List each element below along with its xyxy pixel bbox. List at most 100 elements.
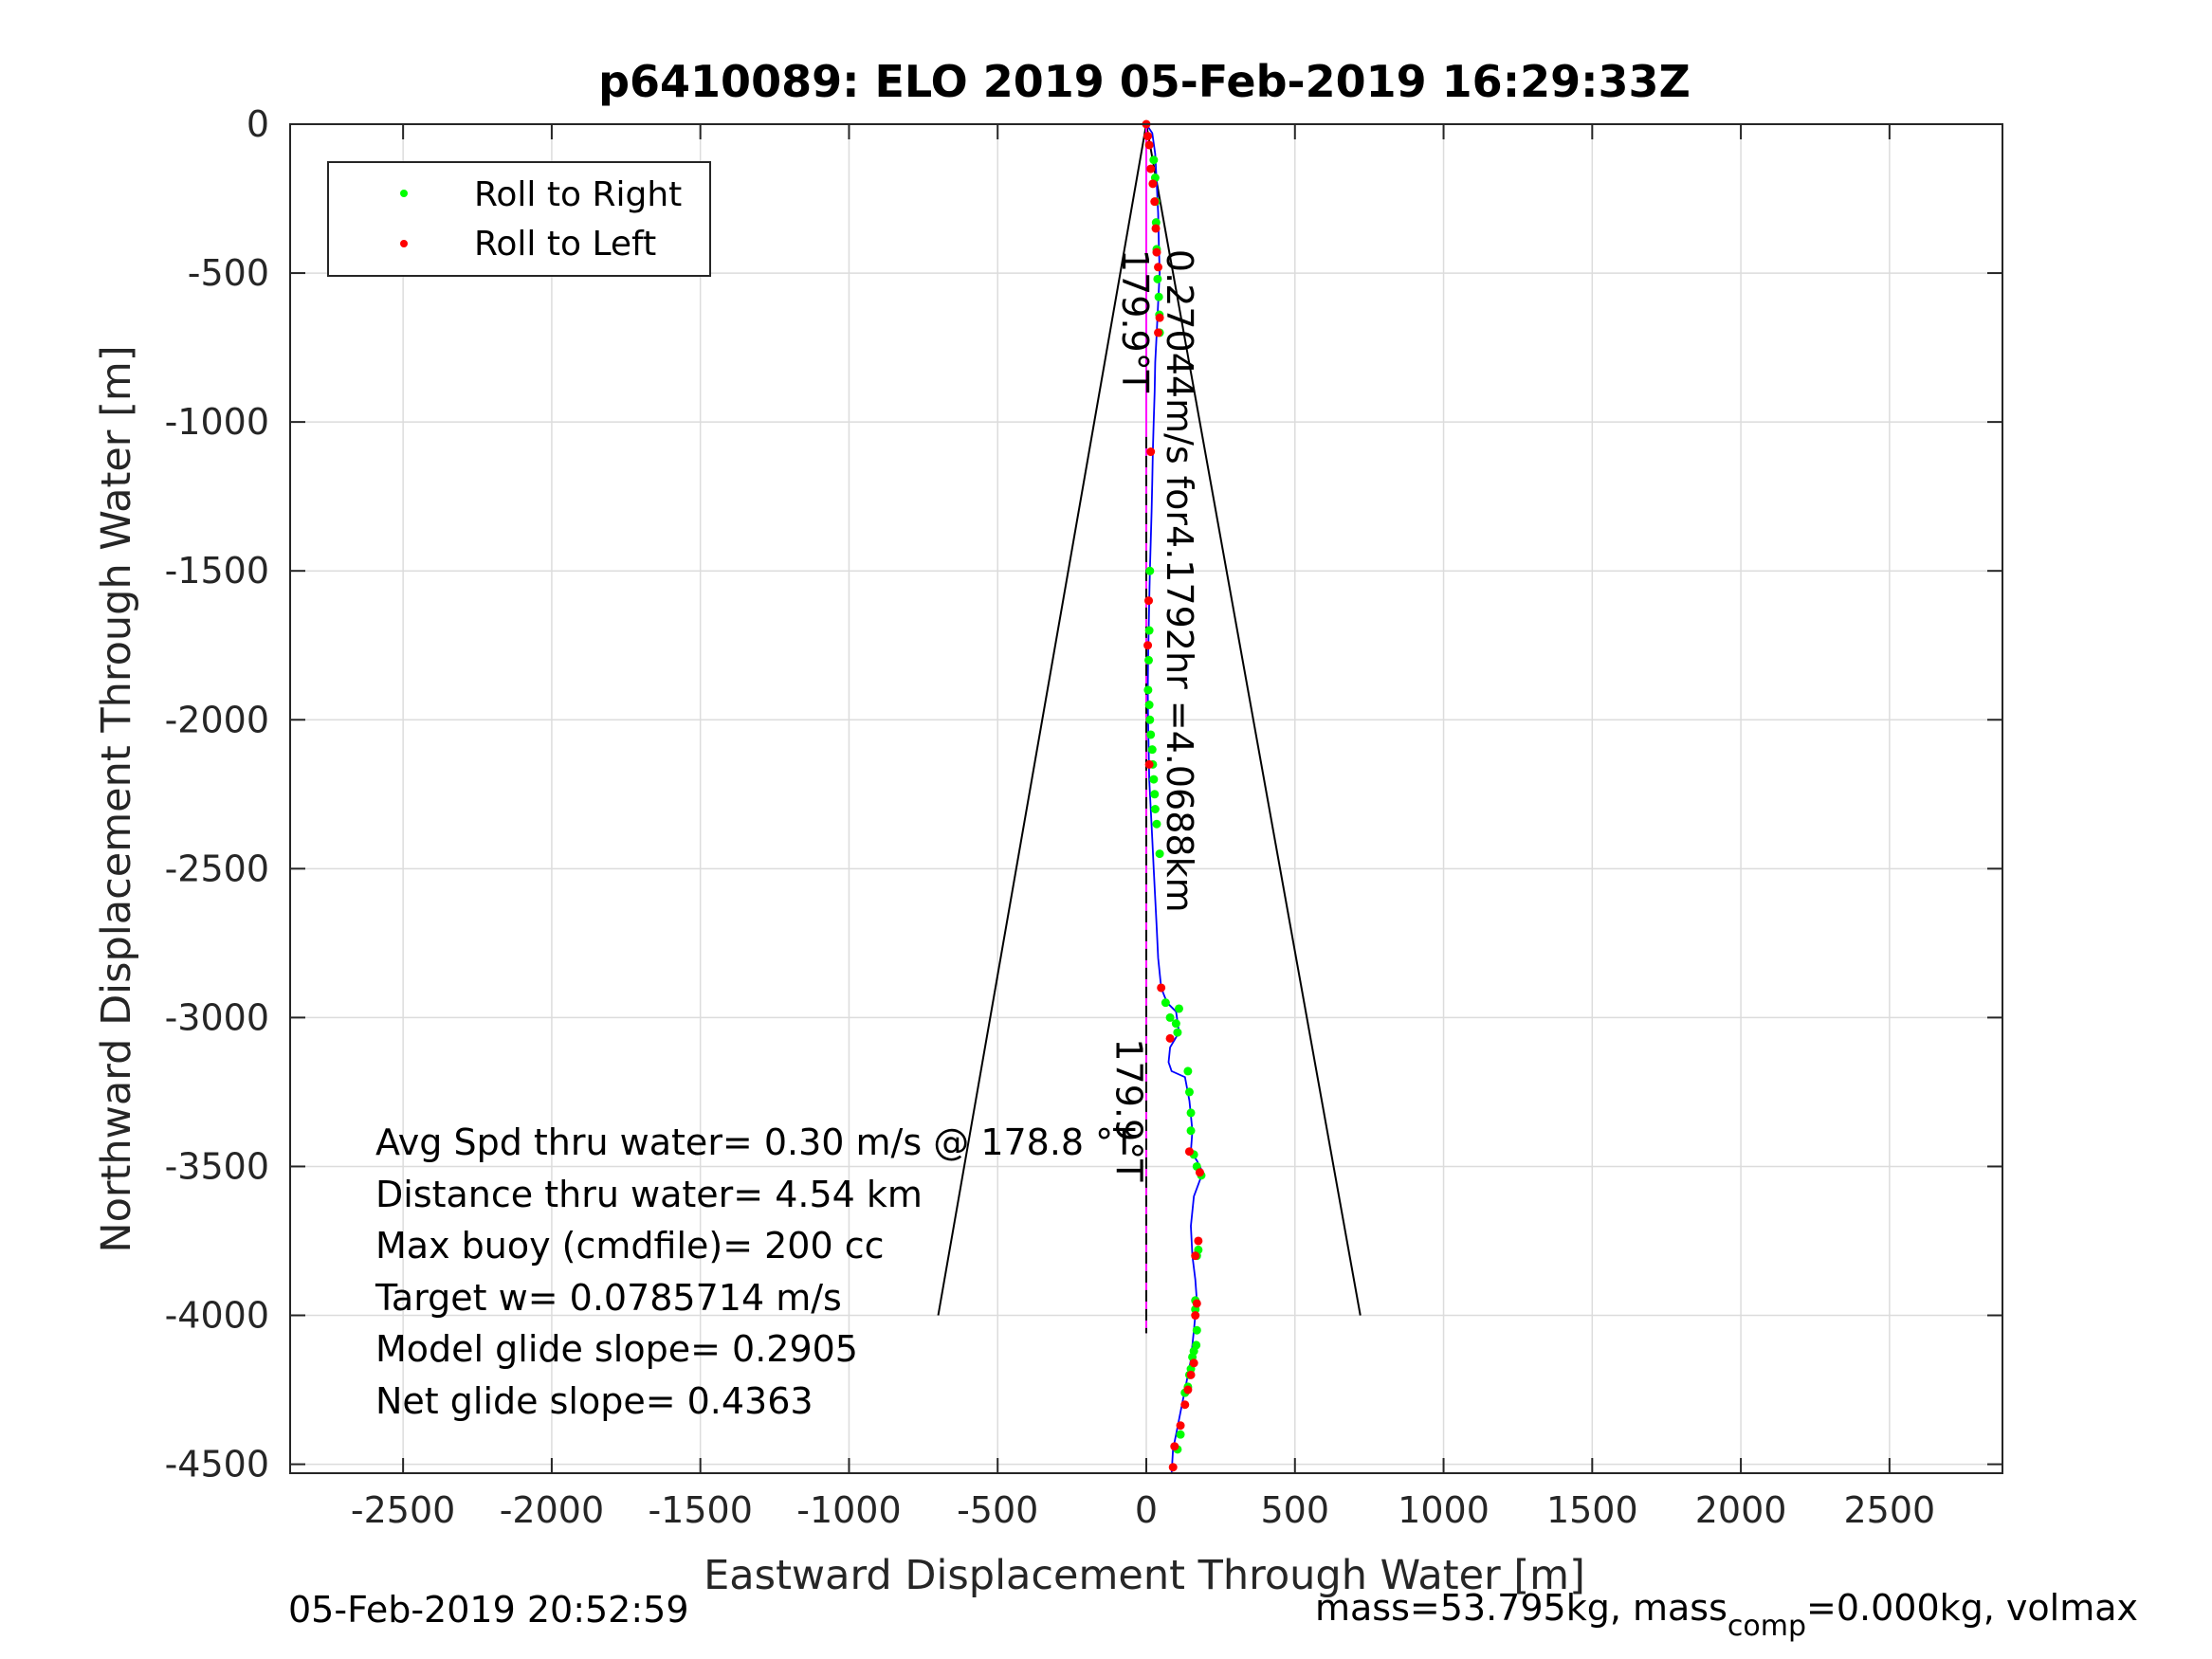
stats-net-glide: Net glide slope= 0.4363 — [375, 1380, 814, 1422]
y-tick-label: -4000 — [165, 1295, 269, 1337]
roll-right-point — [1176, 1430, 1185, 1439]
roll-left-point — [1183, 1385, 1193, 1395]
roll-left-point — [1192, 1299, 1201, 1308]
roll-right-point — [1150, 790, 1160, 799]
track-annotation: 0.27044m/s for4.1792hr =4.0688km — [1159, 249, 1200, 913]
x-tick-label: 0 — [1135, 1489, 1158, 1531]
roll-right-point — [1161, 998, 1170, 1008]
legend-box — [327, 161, 711, 277]
legend-label-roll-right: Roll to Right — [474, 175, 682, 214]
roll-right-point — [1145, 566, 1155, 575]
footer-timestamp: 05-Feb-2019 20:52:59 — [288, 1589, 689, 1631]
roll-right-point — [1173, 1028, 1182, 1037]
roll-right-point — [1165, 1012, 1175, 1022]
roll-left-point — [1191, 1311, 1200, 1321]
y-tick-label: -4500 — [165, 1444, 269, 1486]
roll-left-point — [1176, 1421, 1185, 1431]
footer-mass: mass=53.795kg, masscomp=0.000kg, volmax — [1315, 1587, 2138, 1643]
roll-left-point — [1155, 313, 1164, 322]
y-tick-label: -500 — [188, 252, 269, 294]
roll-right-point — [1171, 1019, 1180, 1029]
roll-left-point — [1195, 1168, 1204, 1177]
x-tick-label: 2500 — [1843, 1489, 1935, 1531]
roll-right-point — [1145, 715, 1155, 724]
track-annotations: 179.9°T 0.27044m/s for4.1792hr =4.0688km1… — [1108, 249, 1200, 1182]
roll-right-point — [1144, 701, 1154, 710]
roll-left-point — [1170, 1442, 1179, 1451]
y-tick-label: -3000 — [165, 996, 269, 1038]
x-tick-label: -500 — [957, 1489, 1038, 1531]
x-tick-label: 1500 — [1546, 1489, 1638, 1531]
stats-max-buoy: Max buoy (cmdfile)= 200 cc — [375, 1225, 885, 1267]
track-annotation: 179.9°T — [1114, 249, 1156, 393]
x-tick-label: -1000 — [796, 1489, 901, 1531]
roll-left-point — [1165, 1033, 1175, 1043]
roll-right-point — [1143, 685, 1153, 695]
roll-left-point — [1186, 1370, 1196, 1379]
x-tick-label: -2000 — [500, 1489, 604, 1531]
legend-marker-roll-right — [400, 190, 408, 197]
roll-left-point — [1143, 132, 1153, 141]
roll-left-point — [1180, 1400, 1190, 1410]
roll-right-point — [1174, 1004, 1183, 1013]
roll-right-point — [1144, 655, 1154, 665]
axes-box — [289, 123, 2003, 1474]
roll-right-point — [1154, 292, 1163, 301]
roll-right-point — [1155, 849, 1164, 859]
footer-mass-part1: mass=53.795kg, mass — [1315, 1587, 1728, 1629]
reference-line — [1145, 123, 1362, 1316]
roll-right-point — [1149, 775, 1159, 784]
roll-left-point — [1168, 1463, 1178, 1472]
track-annotation: 179.9°T — [1108, 1038, 1150, 1182]
stats-block: Avg Spd thru water= 0.30 m/s @ 178.8 °T … — [375, 1121, 1136, 1422]
roll-left-point — [1146, 447, 1156, 457]
roll-right-point — [1149, 155, 1159, 165]
roll-right-point — [1147, 745, 1157, 755]
roll-right-point — [1186, 1126, 1196, 1136]
x-tick-label: 2000 — [1695, 1489, 1787, 1531]
roll-right-point — [1192, 1325, 1201, 1335]
roll-right-point — [1186, 1108, 1196, 1118]
stats-model-glide: Model glide slope= 0.2905 — [375, 1328, 858, 1370]
y-tick-labels: 0 -500 -1000 -1500 -2000 -2500 -3000 -3500 -4000… — [165, 103, 269, 1486]
roll-left-point — [1150, 197, 1160, 207]
roll-left-point — [1191, 1251, 1200, 1261]
x-tick-labels: -2500 -2000 -1500 -1000 -500 0 500 1000 1500 2000… — [351, 1489, 1935, 1531]
roll-left-point — [1194, 1236, 1203, 1246]
stats-avg-speed: Avg Spd thru water= 0.30 m/s @ 178.8 °T — [375, 1121, 1136, 1163]
roll-left-point — [1189, 1358, 1198, 1368]
y-axis-label: Northward Displacement Through Water [m] — [93, 345, 140, 1252]
x-tick-label: 500 — [1261, 1489, 1330, 1531]
y-tick-label: -2500 — [165, 848, 269, 889]
roll-left-point — [1144, 140, 1154, 150]
y-tick-label: -1500 — [165, 550, 269, 592]
legend: Roll to Right Roll to Left — [327, 161, 711, 277]
legend-label-roll-left: Roll to Left — [474, 225, 656, 264]
roll-right-point — [1144, 626, 1154, 635]
roll-points — [1142, 119, 1206, 1472]
roll-left-point — [1144, 596, 1154, 606]
x-tick-label: -1500 — [648, 1489, 752, 1531]
roll-right-point — [1184, 1087, 1194, 1097]
roll-left-point — [1151, 224, 1161, 233]
roll-right-point — [1153, 274, 1162, 283]
y-tick-label: -3500 — [165, 1145, 269, 1187]
x-tick-label: 1000 — [1398, 1489, 1490, 1531]
footer-mass-part2: =0.000kg, volmax — [1806, 1587, 2138, 1629]
roll-right-point — [1150, 804, 1160, 813]
plot-area: 179.9°T 0.27044m/s for4.1792hr =4.0688km1… — [289, 119, 2003, 1474]
x-tick-label: -2500 — [351, 1489, 455, 1531]
footer-mass-sub: comp — [1728, 1610, 1806, 1643]
roll-left-point — [1157, 983, 1166, 993]
roll-right-point — [1152, 819, 1161, 829]
roll-left-point — [1143, 641, 1153, 650]
stats-distance: Distance thru water= 4.54 km — [375, 1174, 923, 1215]
roll-left-point — [1148, 179, 1158, 189]
reference-lines — [937, 123, 1362, 1334]
legend-marker-roll-left — [400, 240, 408, 247]
roll-left-point — [1154, 263, 1163, 272]
y-tick-label: 0 — [247, 103, 269, 145]
reference-line — [937, 123, 1147, 1316]
stats-target-w: Target w= 0.0785714 m/s — [375, 1277, 842, 1319]
